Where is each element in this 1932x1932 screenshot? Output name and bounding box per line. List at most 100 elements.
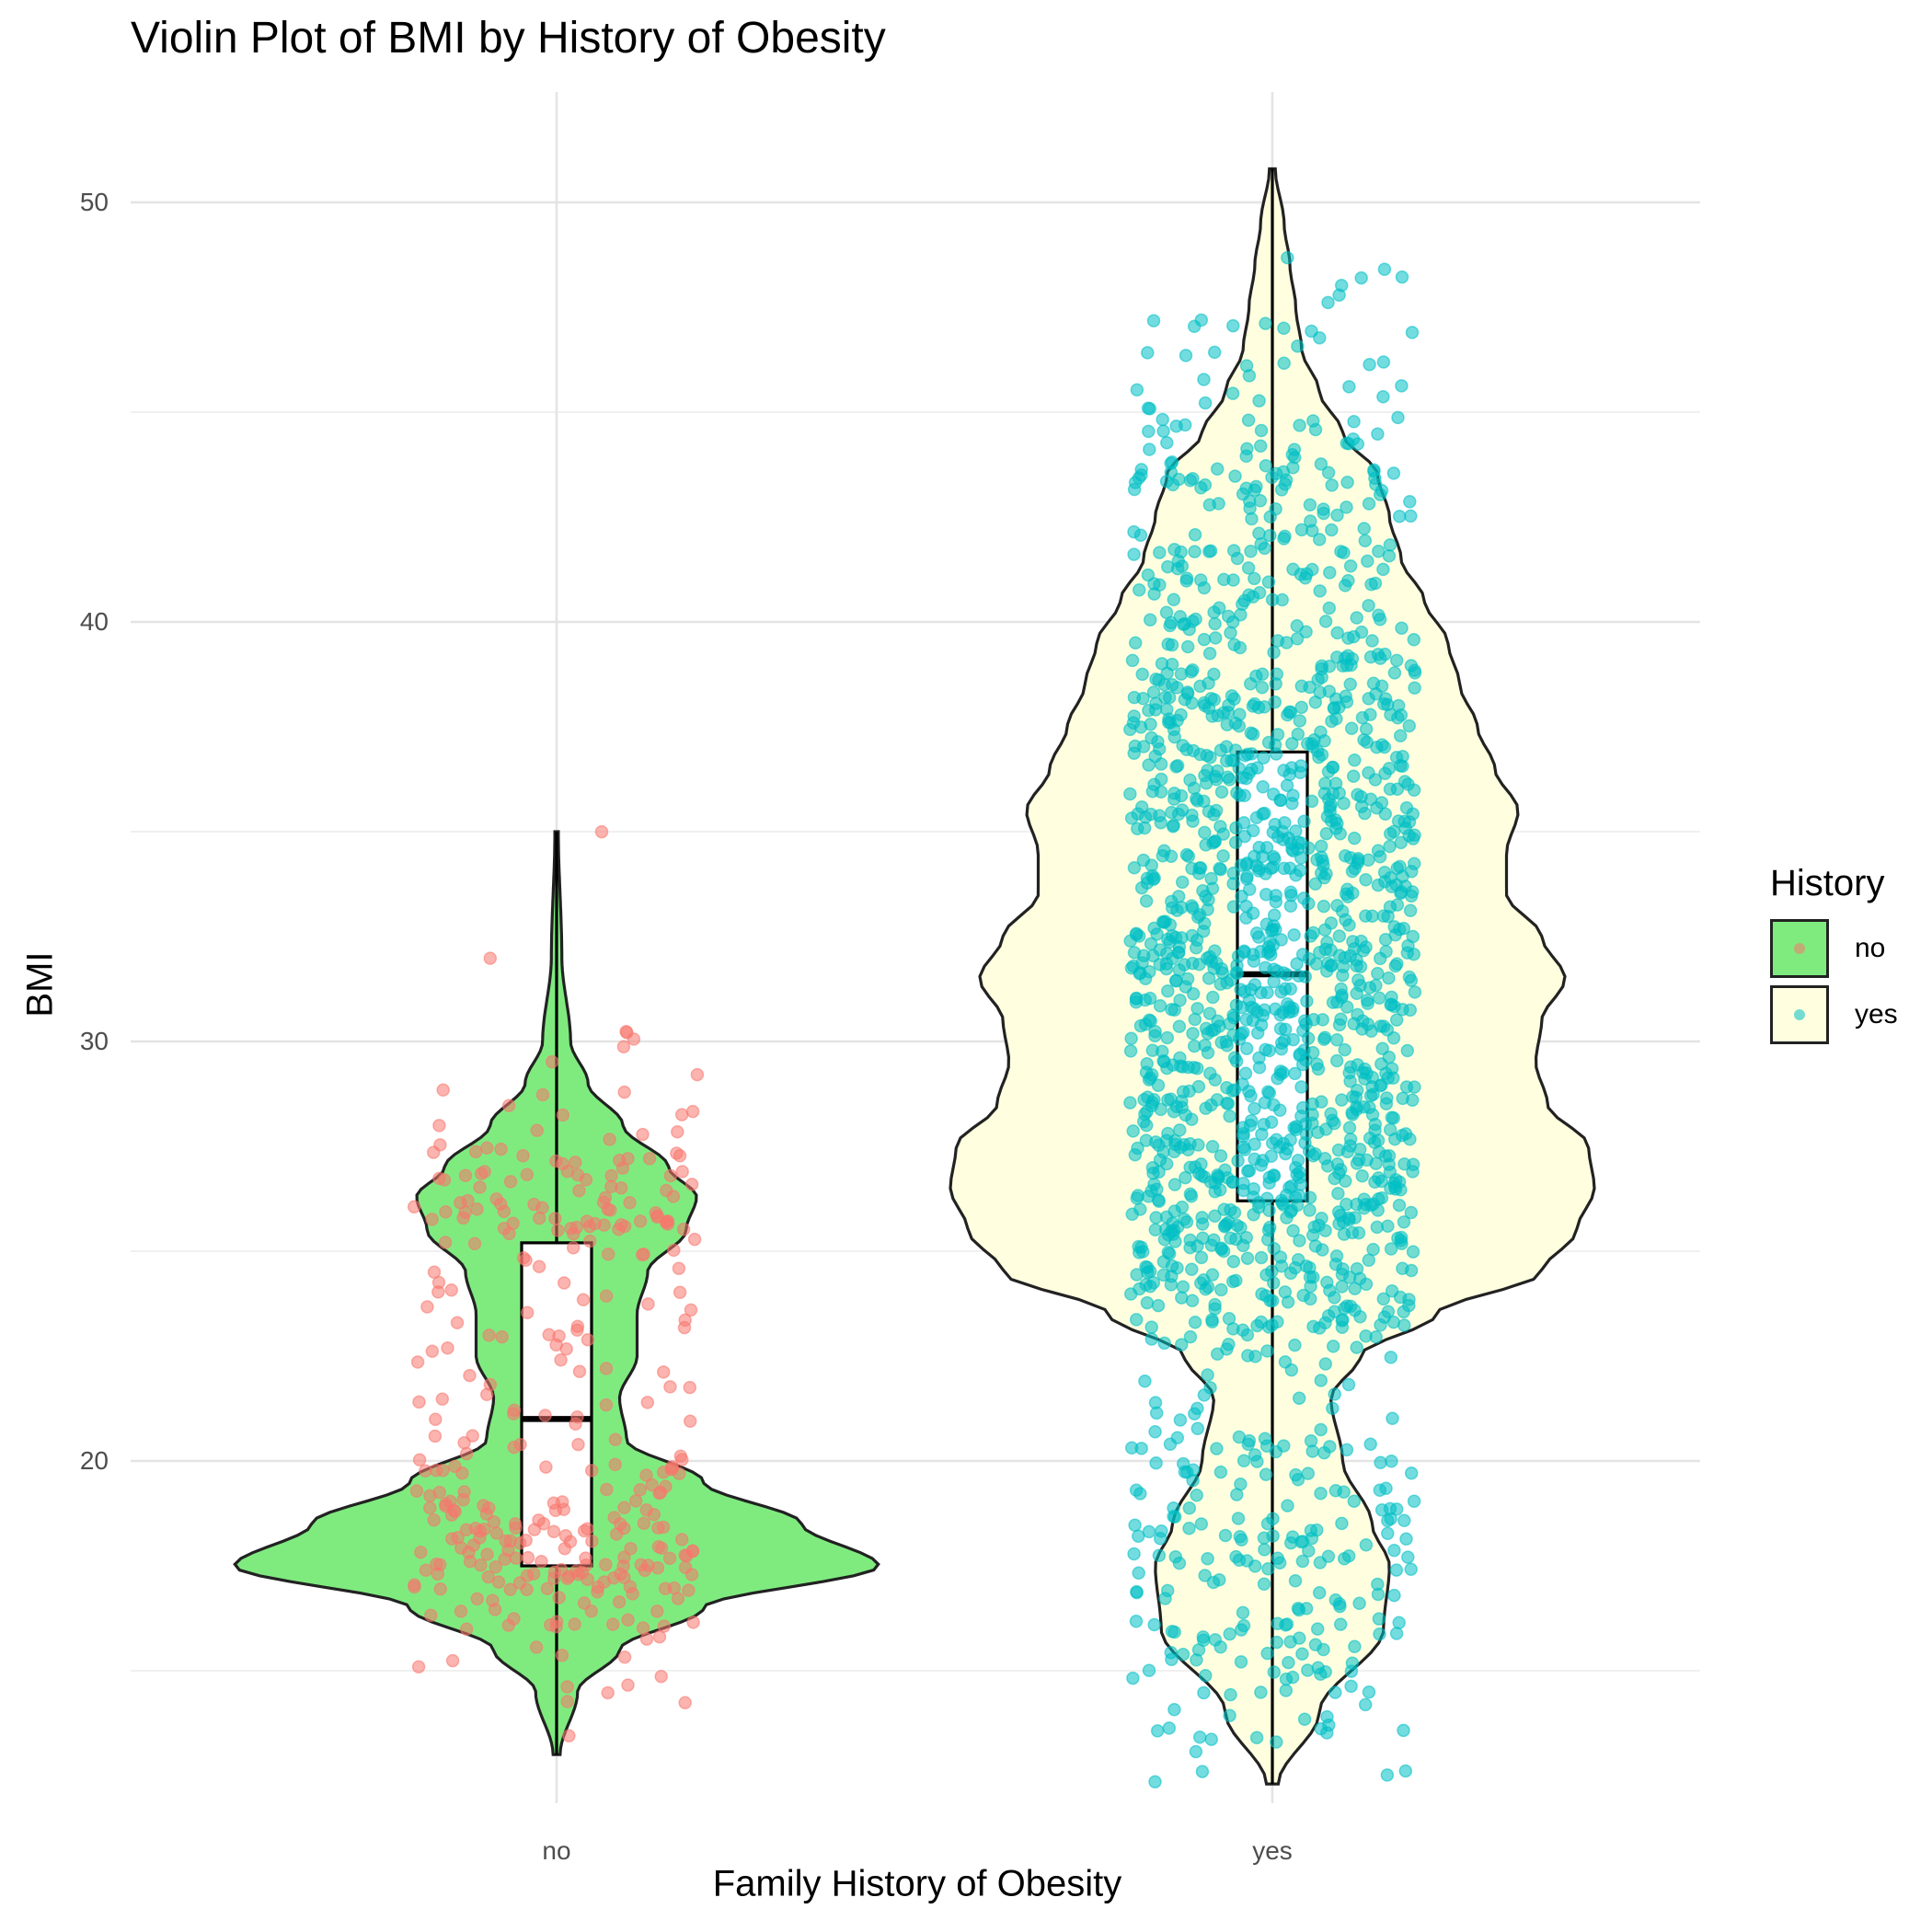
point-yes bbox=[1261, 575, 1276, 589]
point-yes bbox=[1226, 1322, 1240, 1336]
point-no bbox=[426, 1145, 441, 1159]
point-yes bbox=[1291, 1602, 1305, 1616]
point-yes bbox=[1223, 1627, 1236, 1641]
point-no bbox=[608, 1457, 622, 1472]
point-no bbox=[672, 1261, 686, 1276]
point-no bbox=[428, 1429, 443, 1443]
point-yes bbox=[1333, 1617, 1348, 1631]
point-yes bbox=[1283, 1635, 1297, 1649]
point-yes bbox=[1148, 1025, 1162, 1039]
point-yes bbox=[1280, 1617, 1294, 1631]
point-yes bbox=[1135, 667, 1149, 682]
point-no bbox=[576, 1293, 591, 1307]
point-yes bbox=[1164, 1092, 1178, 1107]
point-yes bbox=[1225, 1274, 1240, 1289]
point-yes bbox=[1198, 825, 1212, 840]
point-yes bbox=[1130, 1585, 1144, 1600]
point-no bbox=[454, 1604, 468, 1618]
point-yes bbox=[1402, 719, 1417, 733]
point-yes bbox=[1257, 1577, 1271, 1592]
point-no bbox=[479, 1507, 494, 1521]
point-yes bbox=[1368, 471, 1382, 486]
point-yes bbox=[1222, 1338, 1236, 1351]
point-yes bbox=[1229, 1549, 1243, 1564]
point-yes bbox=[1207, 1022, 1222, 1037]
point-yes bbox=[1385, 1283, 1399, 1298]
y-tick-label-30: 30 bbox=[79, 1027, 109, 1055]
point-no bbox=[432, 1119, 446, 1133]
point-yes bbox=[1352, 1596, 1366, 1611]
points-no bbox=[407, 824, 705, 1742]
point-yes bbox=[1149, 1135, 1163, 1149]
legend-label-no: no bbox=[1855, 933, 1886, 963]
point-no bbox=[512, 1576, 527, 1590]
point-yes bbox=[1292, 1391, 1306, 1406]
point-no bbox=[685, 1104, 700, 1119]
point-yes bbox=[1179, 1170, 1192, 1185]
point-yes bbox=[1298, 570, 1313, 585]
point-yes bbox=[1127, 860, 1142, 875]
point-yes bbox=[1144, 1068, 1159, 1082]
point-yes bbox=[1273, 1067, 1288, 1082]
point-yes bbox=[1151, 1298, 1166, 1313]
point-no bbox=[636, 1621, 650, 1635]
point-yes bbox=[1288, 1066, 1302, 1081]
point-no bbox=[486, 1593, 500, 1607]
x-tick-label-no: no bbox=[542, 1836, 571, 1865]
point-yes bbox=[1268, 695, 1282, 709]
point-yes bbox=[1315, 748, 1329, 762]
point-no bbox=[651, 1521, 665, 1535]
point-yes bbox=[1185, 1262, 1199, 1276]
point-yes bbox=[1164, 466, 1179, 479]
point-yes bbox=[1208, 944, 1222, 958]
point-yes bbox=[1239, 359, 1254, 373]
point-yes bbox=[1198, 477, 1213, 492]
point-no bbox=[544, 1617, 558, 1632]
point-no bbox=[604, 1203, 617, 1217]
point-yes bbox=[1408, 681, 1421, 695]
point-yes bbox=[1343, 949, 1358, 963]
point-yes bbox=[1294, 679, 1309, 693]
point-yes bbox=[1404, 1466, 1419, 1480]
point-yes bbox=[1376, 562, 1390, 577]
point-yes bbox=[1273, 793, 1288, 808]
point-yes bbox=[1343, 677, 1357, 691]
point-no bbox=[482, 1328, 496, 1342]
point-yes bbox=[1374, 1190, 1389, 1205]
point-yes bbox=[1297, 1712, 1312, 1726]
point-yes bbox=[1248, 1152, 1261, 1167]
point-no bbox=[468, 1144, 483, 1159]
point-yes bbox=[1213, 862, 1228, 877]
point-yes bbox=[1372, 1612, 1386, 1626]
point-no bbox=[613, 1154, 627, 1167]
point-no bbox=[414, 1545, 428, 1559]
points-yes bbox=[1123, 250, 1422, 1788]
point-yes bbox=[1241, 561, 1256, 575]
point-yes bbox=[1168, 1235, 1182, 1248]
legend-item-no: no bbox=[1770, 915, 1898, 982]
point-yes bbox=[1403, 1133, 1417, 1146]
point-yes bbox=[1403, 903, 1418, 917]
point-yes bbox=[1361, 996, 1374, 1010]
point-yes bbox=[1270, 1635, 1284, 1650]
point-yes bbox=[1247, 1190, 1260, 1204]
point-yes bbox=[1392, 510, 1407, 523]
point-yes bbox=[1152, 673, 1166, 687]
point-no bbox=[662, 1551, 677, 1566]
point-yes bbox=[1244, 545, 1258, 558]
point-yes bbox=[1335, 1516, 1349, 1531]
point-yes bbox=[1259, 1042, 1272, 1057]
point-yes bbox=[1376, 1292, 1391, 1306]
point-yes bbox=[1343, 1075, 1357, 1088]
point-yes bbox=[1290, 632, 1305, 646]
point-yes bbox=[1328, 1387, 1341, 1401]
point-yes bbox=[1380, 1023, 1395, 1037]
point-yes bbox=[1327, 701, 1341, 716]
point-no bbox=[634, 1558, 648, 1572]
point-no bbox=[570, 1323, 584, 1338]
point-no bbox=[557, 1276, 571, 1290]
point-yes bbox=[1129, 995, 1144, 1009]
point-no bbox=[454, 1195, 467, 1210]
point-yes bbox=[1160, 1583, 1175, 1598]
point-yes bbox=[1248, 978, 1262, 992]
